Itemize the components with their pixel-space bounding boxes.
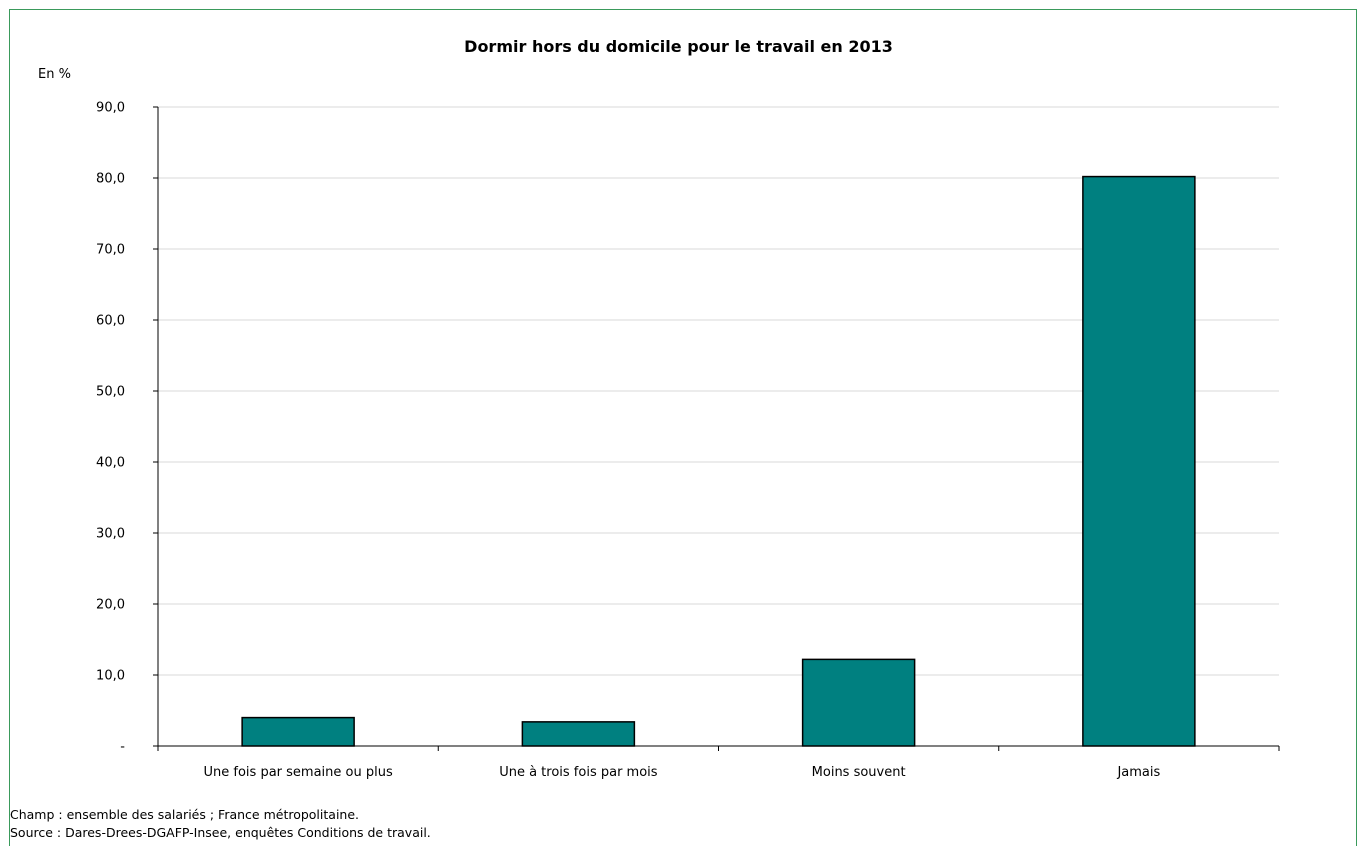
y-tick-label: 80,0 (96, 172, 125, 187)
y-tick-label: 60,0 (96, 314, 125, 329)
footnote-champ: Champ : ensemble des salariés ; France m… (10, 807, 359, 822)
y-tick-label: - (120, 740, 125, 755)
y-tick-label: 70,0 (96, 243, 125, 258)
x-category-label: Jamais (1116, 765, 1160, 780)
x-category-label: Moins souvent (812, 765, 906, 780)
y-unit-label: En % (38, 67, 71, 82)
bar-4 (1082, 175, 1196, 747)
x-category-label: Une à trois fois par mois (499, 765, 658, 780)
x-category-label: Une fois par semaine ou plus (204, 765, 393, 780)
bar-3 (801, 658, 916, 747)
y-tick-label: 50,0 (96, 385, 125, 400)
y-tick-label: 20,0 (96, 598, 125, 613)
y-tick-label: 40,0 (96, 456, 125, 471)
y-tick-label: 90,0 (96, 101, 125, 116)
y-tick-label: 10,0 (96, 669, 125, 684)
chart-title: Dormir hors du domicile pour le travail … (464, 37, 893, 56)
y-tick-label: 30,0 (96, 527, 125, 542)
bar-2 (521, 721, 636, 747)
footnote-source: Source : Dares-Drees-DGAFP-Insee, enquêt… (10, 825, 431, 840)
bar-1 (241, 716, 355, 747)
